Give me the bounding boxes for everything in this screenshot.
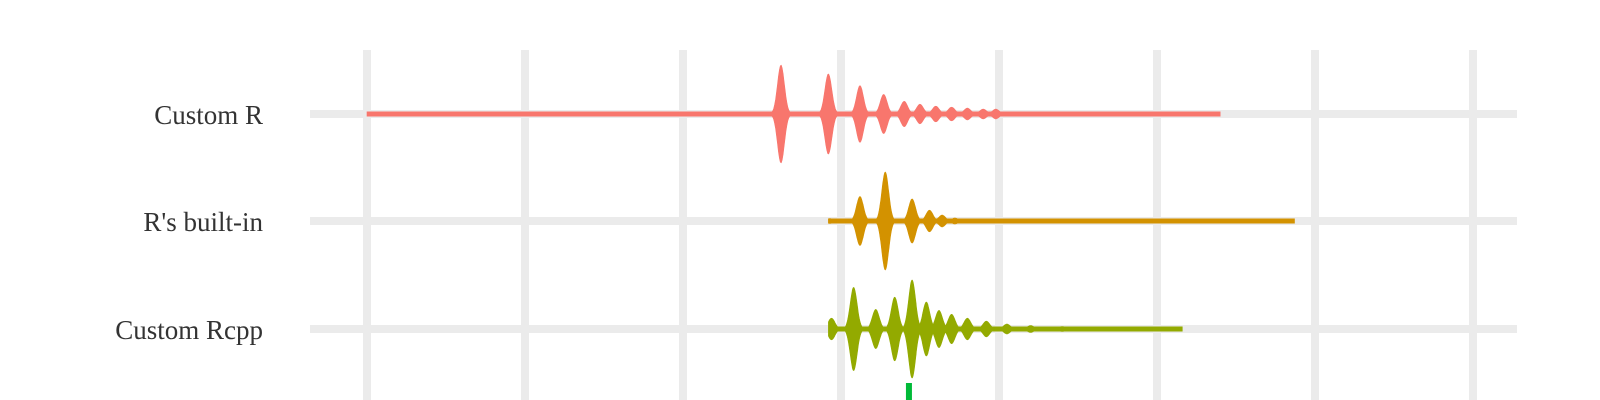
violin-partial [905, 383, 912, 400]
violins [366, 64, 1295, 400]
violin-0 [366, 64, 1221, 164]
violin-2 [828, 279, 1183, 379]
category-label: R's built-in [143, 207, 263, 237]
category-labels: Custom R R's built-in Custom Rcpp [115, 100, 263, 345]
category-label: Custom R [154, 100, 263, 130]
violin-1 [828, 171, 1295, 271]
category-label: Custom Rcpp [115, 315, 263, 345]
